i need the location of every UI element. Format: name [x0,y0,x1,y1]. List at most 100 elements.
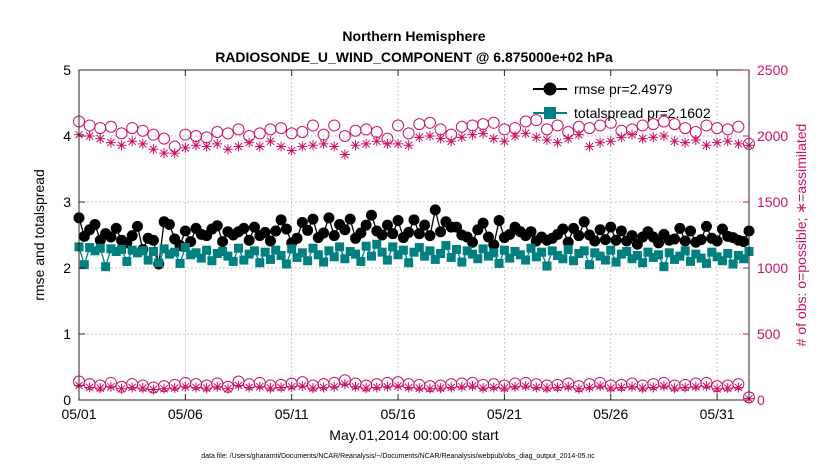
obs-assimilated-point [339,149,350,160]
y-right-tick-label: 2500 [757,62,788,78]
obs-assimilated-point [222,383,233,394]
rmse-point [578,216,590,228]
rmse-point [360,219,372,231]
y-tick-label: 1 [63,326,71,342]
obs-assimilated-point [105,381,116,392]
rmse-point [344,213,356,225]
obs-possible-point [487,116,500,129]
totalspread-point [648,252,658,262]
obs-assimilated-point [446,136,457,147]
y-tick-label: 5 [63,62,71,78]
obs-assimilated-point [127,382,138,393]
y-tick-label: 0 [63,392,71,408]
totalspread-point [425,246,435,256]
obs-assimilated-point [531,382,542,393]
obs-assimilated-point [307,140,318,151]
rmse-point [451,221,463,233]
totalspread-point [79,260,89,270]
totalspread-point [675,251,685,261]
obs-assimilated-point [159,148,170,159]
totalspread-point [420,251,430,261]
rmse-point [695,234,707,246]
obs-assimilated-point [318,138,329,149]
obs-assimilated-point [701,381,712,392]
obs-possible-point [338,130,351,142]
obs-assimilated-point [424,131,435,141]
y-axis-label: rmse and totalspread [31,169,47,301]
series-obs-possible-nh-upper- [73,114,755,153]
totalspread-point [265,254,275,264]
obs-possible-point [115,127,128,140]
totalspread-point [441,241,451,251]
obs-assimilated-point [403,140,414,151]
totalspread-point [143,255,153,265]
totalspread-point [452,245,462,255]
obs-assimilated-point [137,383,148,394]
obs-possible-point [668,118,681,131]
obs-assimilated-point [137,138,148,149]
obs-assimilated-point [637,383,648,394]
totalspread-point [382,255,392,265]
obs-assimilated-point [254,141,265,152]
totalspread-point [345,247,355,256]
obs-possible-point [423,116,436,129]
rmse-point [605,221,617,233]
rmse-point [557,223,569,235]
totalspread-point [170,247,180,257]
obs-possible-point [711,122,724,135]
totalspread-point [584,260,594,270]
obs-assimilated-point [605,136,616,147]
totalspread-point [138,246,148,256]
rmse-point [89,218,101,230]
totalspread-point [590,248,600,258]
totalspread-point [340,254,350,264]
obs-assimilated-point [382,138,393,149]
totalspread-point [388,242,398,252]
obs-assimilated-point [254,381,265,392]
rmse-point [408,214,420,226]
totalspread-point [558,254,568,264]
x-tick-label: 05/01 [61,406,96,422]
rmse-point [477,217,489,229]
obs-assimilated-point [616,382,627,393]
totalspread-point [622,247,632,256]
obs-possible-point [360,123,373,136]
obs-possible-point [285,127,298,140]
obs-possible-point [136,124,149,137]
obs-assimilated-point [563,381,574,392]
totalspread-point [553,250,563,260]
totalspread-point [723,248,733,258]
obs-assimilated-point [393,138,404,149]
rmse-point [110,222,122,234]
obs-assimilated-point [627,381,638,392]
obs-assimilated-point [648,132,659,143]
rmse-point [466,236,478,248]
obs-possible-point [434,123,447,136]
rmse-point [573,230,585,242]
obs-assimilated-point [329,381,340,392]
obs-assimilated-point [552,382,563,393]
totalspread-point [249,246,259,256]
obs-assimilated-point [541,383,552,394]
obs-assimilated-point [658,131,669,141]
totalspread-point [372,239,382,249]
chart-subtitle: RADIOSONDE_U_WIND_COMPONENT @ 6.875000e+… [215,49,613,65]
obs-assimilated-point [159,383,170,394]
totalspread-point [127,245,137,255]
obs-assimilated-point [116,383,127,394]
totalspread-point [361,241,371,251]
obs-assimilated-point [190,140,201,151]
totalspread-point [616,249,626,259]
rmse-point [669,233,681,245]
obs-assimilated-point [371,382,382,393]
totalspread-point [159,244,169,254]
totalspread-point [218,247,228,256]
totalspread-point [409,247,419,257]
obs-assimilated-point [605,383,616,394]
totalspread-point [180,243,190,253]
obs-assimilated-point [339,379,350,390]
totalspread-point [686,256,696,266]
rmse-point [685,225,697,237]
totalspread-point [473,254,483,264]
